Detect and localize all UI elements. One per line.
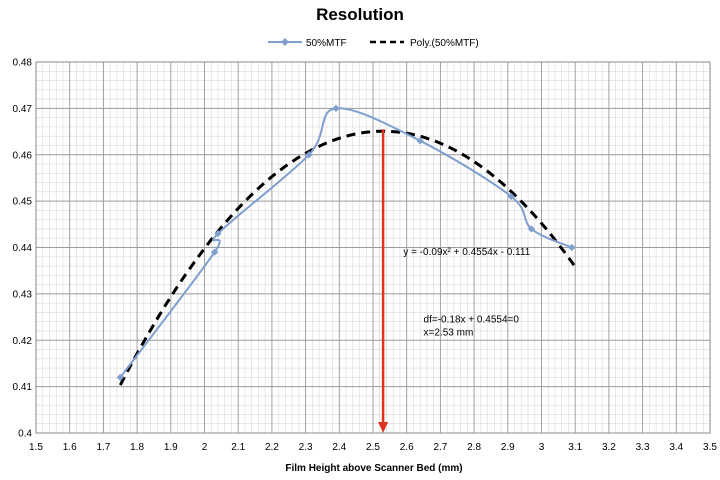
data-point-marker [116,373,124,381]
y-tick-label: 0.42 [13,336,33,347]
x-tick-label: 2.7 [433,442,447,453]
y-tick-label: 0.4 [18,429,32,440]
x-tick-label: 2.4 [332,442,346,453]
polynomial-trendline [118,129,577,386]
y-tick-label: 0.47 [13,104,33,115]
x-tick-label: 2.1 [231,442,245,453]
data-point-marker [211,248,219,256]
legend-label-series-1: 50%MTF [306,38,347,49]
x-axis-ticks: 1.5 1.6 1.7 1.8 1.9 2 2.1 2.2 2.3 2.4 2.5 2.6 2.7 2.8… [29,442,717,453]
x-tick-label: 3.1 [568,442,582,453]
x-tick-label: 2.9 [501,442,515,453]
plot-area-frame [35,61,711,434]
chart-title: Resolution [316,5,404,24]
x-tick-label: 3.5 [703,442,717,453]
annotation-line: y = -0.09x² + 0.4554x - 0.111 [403,247,530,258]
x-tick-label: 2.2 [265,442,279,453]
legend-label-series-2: Poly.(50%MTF) [410,38,479,49]
annotations: y = -0.09x² + 0.4554x - 0.111 df=-0.18x +… [403,247,530,339]
x-tick-label: 2.8 [467,442,481,453]
x-tick-label: 3 [539,442,545,453]
data-point-marker [214,229,222,238]
x-tick-label: 3.2 [602,442,616,453]
y-tick-label: 0.43 [13,289,33,300]
series-points [116,104,576,381]
annotation-text: y = -0.09x² + 0.4554x - 0.111 [403,247,530,258]
annotation-line: df=-0.18x + 0.4554=0 [424,315,520,326]
data-point-marker [305,151,313,159]
x-tick-label: 1.6 [63,442,77,453]
optimum-height-marker [378,129,389,433]
x-tick-label: 1.7 [96,442,110,453]
data-point-marker [527,225,535,233]
x-tick-label: 2 [202,442,208,453]
x-axis-title: Film Height above Scanner Bed (mm) [285,463,462,474]
data-point-marker [416,137,424,145]
y-axis-ticks: 0.4 0.41 0.42 0.43 0.44 0.45 0.46 0.47 0.48 [13,58,33,440]
x-tick-label: 3.3 [636,442,650,453]
x-tick-label: 2.6 [400,442,414,453]
y-tick-label: 0.46 [13,150,33,161]
annotation-text: df=-0.18x + 0.4554=0 x=2.53 mm [424,315,520,339]
x-tick-label: 3.4 [669,442,683,453]
data-point-marker [332,104,340,112]
y-tick-label: 0.41 [13,382,33,393]
data-point-marker [507,192,515,201]
data-point-marker [568,243,576,252]
x-tick-label: 2.3 [299,442,313,453]
x-tick-label: 1.8 [130,442,144,453]
y-tick-label: 0.48 [13,58,33,69]
legend: 50%MTF Poly.(50%MTF) [268,38,479,49]
annotation-line: x=2.53 mm [424,328,474,339]
y-tick-label: 0.44 [13,243,33,254]
legend-marker-series-1 [281,38,289,46]
x-tick-label: 1.9 [164,442,178,453]
y-tick-label: 0.45 [13,197,33,208]
x-tick-label: 2.5 [366,442,380,453]
marker-line-arrowhead [378,422,389,433]
x-tick-label: 1.5 [29,442,43,453]
